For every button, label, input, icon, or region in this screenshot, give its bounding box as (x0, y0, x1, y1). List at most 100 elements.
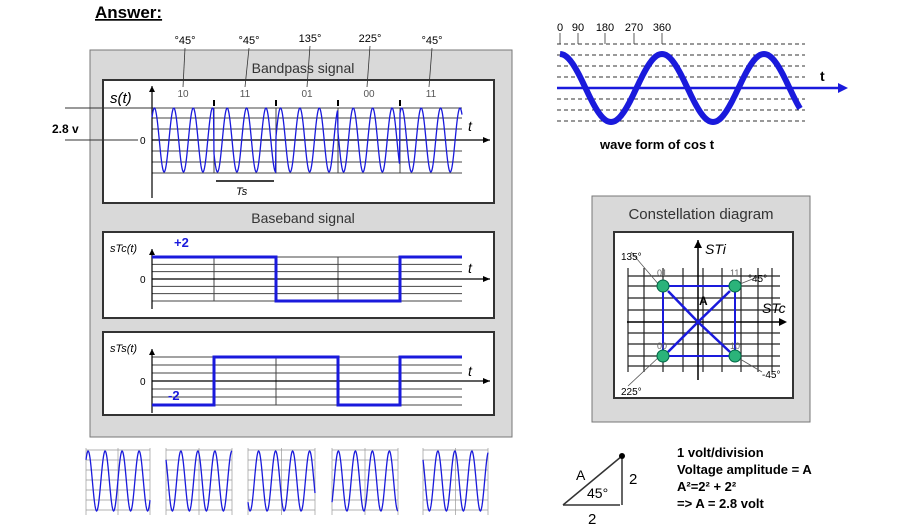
phase-leader-line (306, 45, 311, 88)
triangle-hyp (562, 455, 623, 506)
thumb-waveform (331, 450, 399, 512)
i-channel-zero: 0 (140, 275, 146, 286)
note: => A = 2.8 volt (677, 496, 765, 511)
bit-label: 00 (363, 89, 375, 100)
angle-label: 180 (596, 22, 614, 34)
bandpass-waveform (151, 107, 463, 174)
phase-leader-line (428, 47, 433, 88)
bit-label: 10 (177, 89, 189, 100)
bit-label: 11 (426, 89, 437, 100)
note: 1 volt/division (677, 445, 764, 460)
angle-225: 225° (621, 387, 642, 398)
angle-label: 0 (557, 22, 563, 34)
tri-side-v: 2 (629, 471, 637, 488)
angle-label: 90 (572, 22, 584, 34)
phase-label: °45° (421, 35, 442, 47)
bit-label: 01 (301, 89, 313, 100)
cos-waveform (557, 33, 848, 126)
symbol-waveform-thumb (422, 448, 489, 515)
notes: 1 volt/division Voltage amplitude = A A²… (677, 445, 812, 511)
angle-leader-line (627, 355, 661, 387)
cos-axis-arrow (838, 83, 848, 93)
period-label: Ts (236, 186, 248, 198)
q-channel-xlabel: t (468, 363, 473, 379)
y-axis-arrow (149, 86, 155, 92)
symbol-waveform-thumb (165, 448, 233, 515)
point-bits: 11 (730, 268, 739, 278)
phase-label: °45° (174, 35, 195, 47)
i-channel-xlabel: t (468, 260, 473, 276)
i-level-label: +2 (174, 235, 189, 250)
cos-curve (559, 50, 803, 126)
angle-135: 135° (621, 252, 642, 263)
y-axis-arrow (149, 349, 155, 355)
x-axis-arrow (483, 276, 490, 282)
constellation-square (662, 285, 736, 357)
point-bits: 10 (730, 341, 740, 351)
bandpass-ylabel: s(t) (110, 90, 132, 107)
baseband-waveform (152, 255, 462, 303)
heading: Answer: (95, 3, 162, 22)
constellation-title: Constellation diagram (628, 206, 773, 223)
angle-45: °45° (748, 274, 767, 285)
phasor-vector (697, 290, 731, 323)
phase-leader-line (182, 47, 186, 88)
angle-label: 270 (625, 22, 643, 34)
cos-axis-label: t (820, 68, 825, 84)
constellation-point (656, 279, 670, 293)
phase-labels: °45° °45° 135° 225° °45° 10 11 01 00 11 (174, 33, 442, 100)
angle-label: 360 (653, 22, 671, 34)
phasor-vector (667, 321, 699, 353)
note: A²=2² + 2² (677, 479, 737, 494)
constellation-grid (627, 240, 787, 387)
q-level-label: -2 (168, 388, 180, 403)
angle-leader-line (630, 251, 661, 287)
i-axis-arrow (779, 318, 787, 326)
vector-label: A (699, 294, 708, 308)
i-channel-plot (102, 231, 495, 319)
constellation-point (728, 349, 742, 363)
baseband-title: Baseband signal (251, 210, 355, 226)
i-axis-label: STc (762, 300, 786, 316)
cos-angle-labels: 0 90 180 270 360 (557, 22, 671, 34)
constellation-point (728, 279, 742, 293)
bandpass-xlabel: t (468, 118, 473, 134)
q-channel-ylabel: sTs(t) (110, 343, 137, 355)
tri-side-h: 2 (588, 511, 596, 528)
point-bits: 00 (657, 341, 667, 351)
thumb-waveform (247, 450, 316, 512)
bandpass-plot (102, 79, 495, 204)
phase-leader-line (244, 47, 250, 88)
amplitude-label: 2.8 v (52, 122, 79, 136)
x-axis-arrow (483, 378, 490, 384)
thumb-waveform (85, 450, 151, 512)
phase-leader-line (366, 45, 371, 88)
phase-label: °45° (238, 35, 259, 47)
q-channel-zero: 0 (140, 377, 146, 388)
phase-label: 225° (359, 33, 382, 45)
triangle-diagram: A 45° 2 2 (562, 453, 637, 528)
symbol-waveforms (85, 448, 489, 515)
q-axis-label: STi (705, 241, 727, 257)
x-axis-arrow (483, 137, 490, 143)
bandpass-zero: 0 (140, 136, 146, 147)
i-channel-signal (149, 249, 490, 309)
tri-angle: 45° (587, 485, 608, 501)
angle-neg45: -45° (762, 370, 780, 381)
phasor-vector (667, 290, 699, 323)
baseband-waveform (152, 355, 462, 407)
phase-label: 135° (299, 33, 322, 45)
bandpass-title: Bandpass signal (252, 60, 355, 76)
symbol-waveform-thumb (247, 448, 316, 515)
thumb-waveform (422, 450, 489, 512)
symbol-waveform-thumb (85, 448, 151, 515)
note: Voltage amplitude = A (677, 462, 812, 477)
constellation-point (656, 349, 670, 363)
thumb-waveform (165, 450, 233, 512)
symbol-waveform-thumb (331, 448, 399, 515)
cos-caption: wave form of cos t (599, 137, 715, 152)
q-axis-arrow (694, 240, 702, 248)
q-channel-signal (149, 349, 490, 413)
bit-label: 11 (240, 89, 251, 100)
